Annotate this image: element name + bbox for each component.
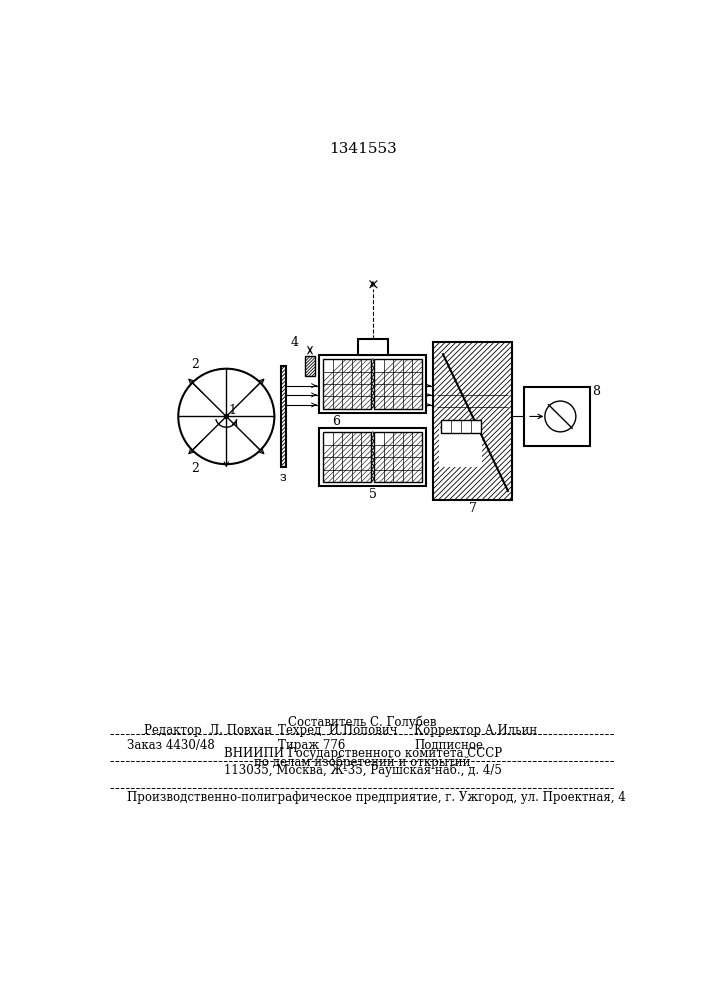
Bar [323,432,371,482]
Text: Производственно-полиграфическое предприятие, г. Ужгород, ул. Проектная, 4: Производственно-полиграфическое предприя… [127,791,626,804]
Text: 113035, Москва, Ж-35, Раушская наб., д. 4/5: 113035, Москва, Ж-35, Раушская наб., д. … [224,764,502,777]
Bar [433,342,513,500]
Bar [374,359,422,409]
Text: 1: 1 [228,404,237,417]
Circle shape [224,414,228,419]
Text: Подписное: Подписное [414,739,483,752]
Text: 6: 6 [332,415,340,428]
Bar [440,428,482,466]
Text: 1341553: 1341553 [329,142,397,156]
Text: з: з [279,471,286,484]
Bar [358,339,387,355]
Text: 2: 2 [192,358,199,371]
Bar [524,387,590,446]
Text: ВНИИПИ Государственного комитета СССР: ВНИИПИ Государственного комитета СССР [223,747,502,760]
Bar [441,420,481,433]
Text: 8: 8 [592,385,600,398]
Text: Корректор А.Ильин: Корректор А.Ильин [414,724,537,737]
Bar [281,366,286,466]
Bar [305,356,315,376]
Text: 5: 5 [369,488,377,501]
Text: Техред  И.Попович: Техред И.Попович [279,724,398,737]
Text: 4: 4 [291,336,298,349]
Text: 7: 7 [469,502,477,515]
Text: Составитель С. Голубев: Составитель С. Голубев [288,715,437,729]
Bar [374,432,422,482]
Text: Заказ 4430/48: Заказ 4430/48 [127,739,215,752]
Bar [323,359,371,409]
Bar [320,428,426,486]
Text: 2: 2 [192,462,199,475]
Text: по делам изобретений и открытий: по делам изобретений и открытий [255,755,471,769]
Text: Редактор  Л. Повхан: Редактор Л. Повхан [144,724,272,737]
Text: ×: × [366,279,379,293]
Bar [320,355,426,413]
Text: Тираж 776: Тираж 776 [279,739,346,752]
